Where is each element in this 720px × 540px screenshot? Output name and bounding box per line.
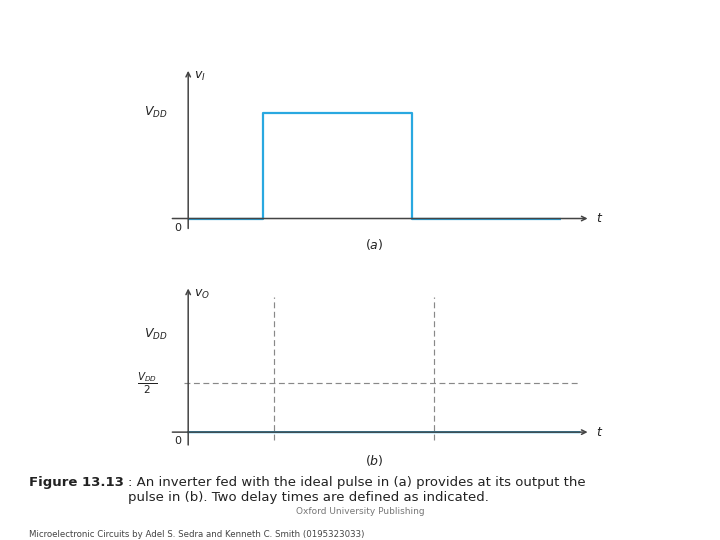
Text: $(b)$: $(b)$ xyxy=(365,453,384,468)
Text: $V_{DD}$: $V_{DD}$ xyxy=(144,327,168,342)
Text: $v_O$: $v_O$ xyxy=(194,288,210,301)
Text: Microelectronic Circuits by Adel S. Sedra and Kenneth C. Smith (0195323033): Microelectronic Circuits by Adel S. Sedr… xyxy=(29,530,364,539)
Text: $v_I$: $v_I$ xyxy=(194,70,205,83)
Text: $0$: $0$ xyxy=(174,434,183,446)
Text: Figure 13.13: Figure 13.13 xyxy=(29,476,124,489)
Text: $\dfrac{V_{DD}}{2}$: $\dfrac{V_{DD}}{2}$ xyxy=(137,371,158,396)
Text: $0$: $0$ xyxy=(174,221,183,233)
Text: : An inverter fed with the ideal pulse in (a) provides at its output the
pulse i: : An inverter fed with the ideal pulse i… xyxy=(128,476,586,504)
Text: $t$: $t$ xyxy=(596,426,603,438)
Text: $t$: $t$ xyxy=(596,212,603,225)
Text: $(a)$: $(a)$ xyxy=(365,237,384,252)
Text: $V_{DD}$: $V_{DD}$ xyxy=(144,105,168,120)
Text: Oxford University Publishing: Oxford University Publishing xyxy=(296,507,424,516)
